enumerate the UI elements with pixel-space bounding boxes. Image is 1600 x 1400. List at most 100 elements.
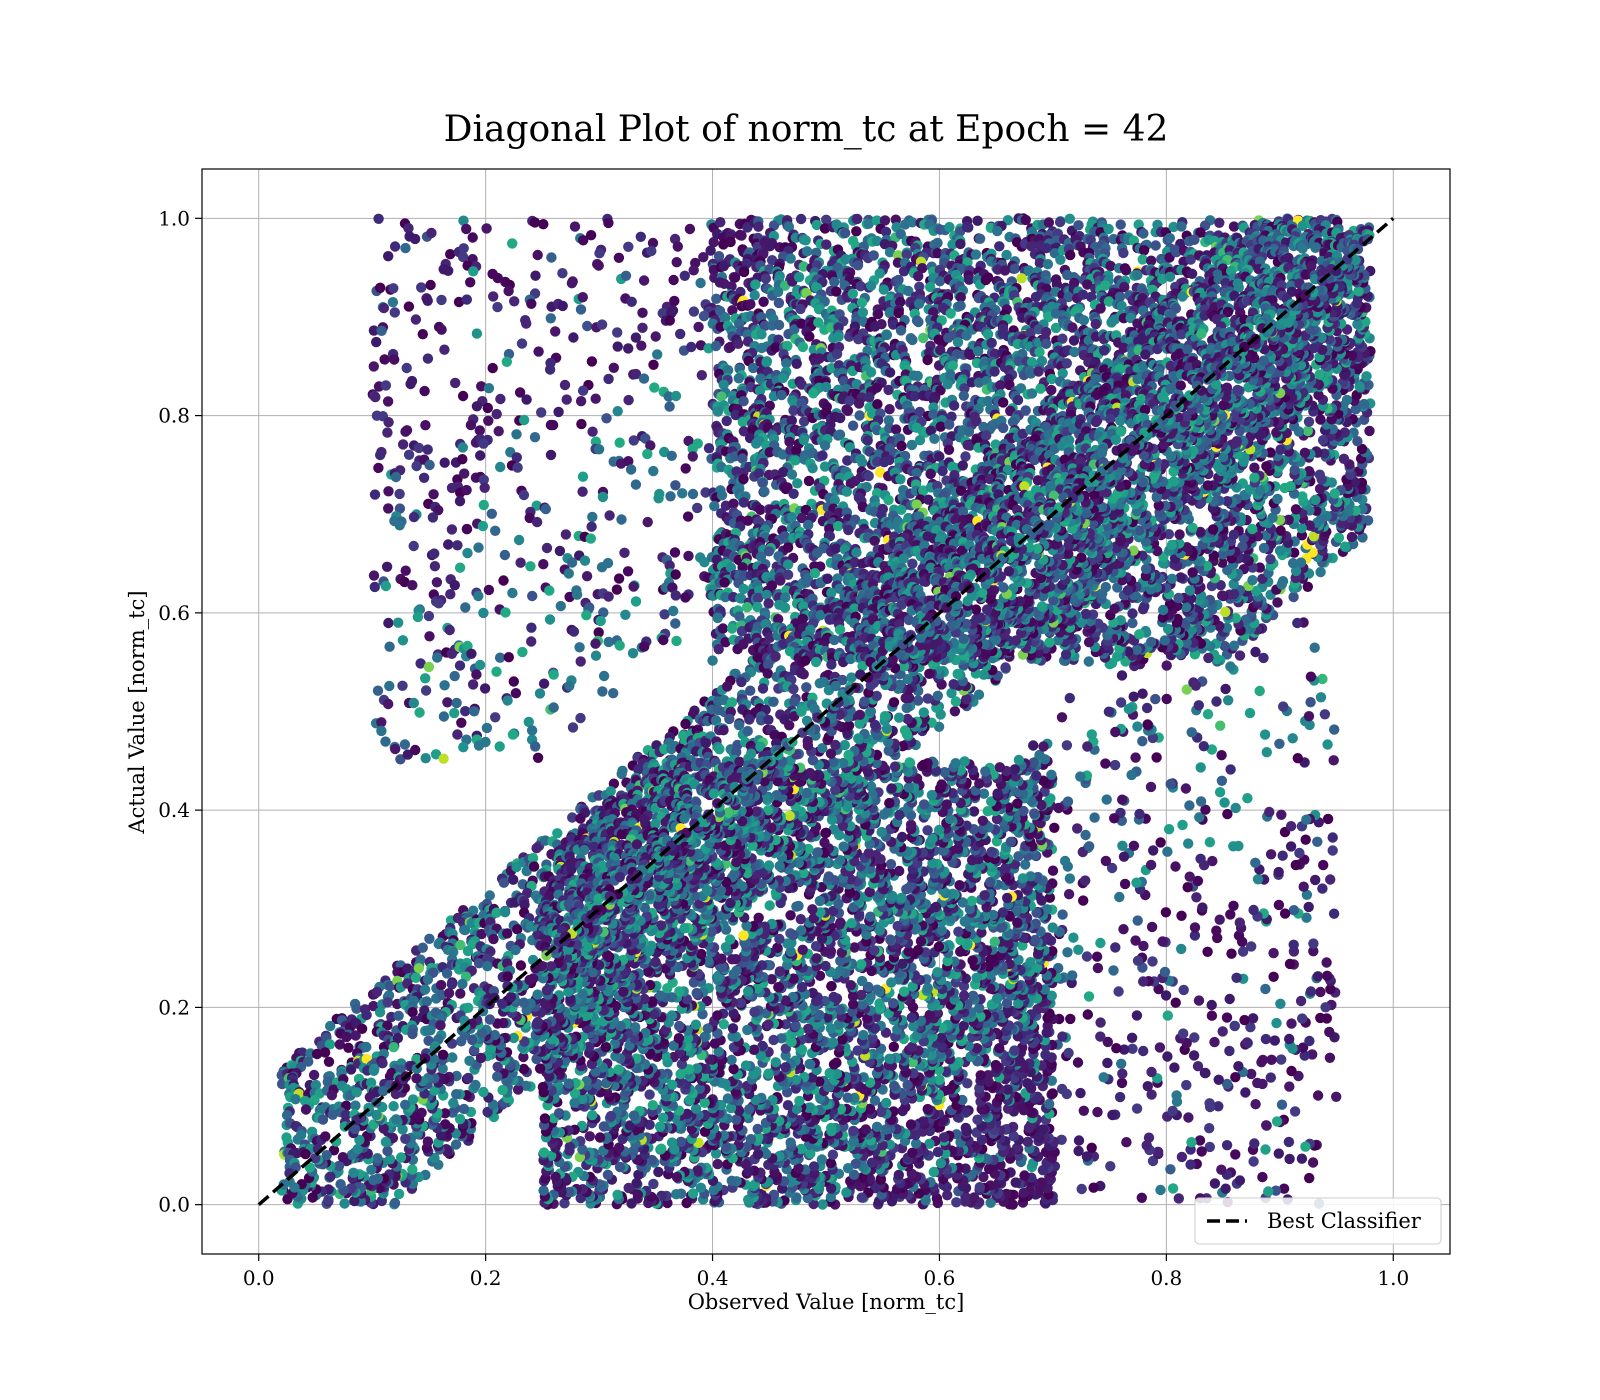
scatter-point	[795, 303, 806, 315]
scatter-point	[1088, 1182, 1099, 1193]
scatter-point	[397, 439, 409, 450]
scatter-point	[1195, 762, 1206, 773]
scatter-point	[647, 237, 659, 249]
scatter-point	[1189, 930, 1201, 941]
scatter-point	[373, 213, 384, 224]
scatter-point	[1250, 857, 1261, 868]
scatter-point	[817, 1199, 828, 1210]
scatter-point	[646, 245, 657, 257]
scatter-point	[752, 1123, 763, 1135]
scatter-point	[369, 581, 380, 593]
scatter-point	[582, 320, 593, 332]
scatter-point	[753, 221, 764, 232]
scatter-point	[1202, 946, 1213, 957]
scatter-point	[1181, 1079, 1192, 1091]
scatter-point	[670, 480, 681, 491]
scatter-point	[429, 561, 441, 572]
scatter-point	[826, 981, 837, 992]
scatter-point	[1145, 859, 1157, 871]
scatter-point	[603, 591, 614, 602]
scatter-point	[445, 589, 456, 600]
scatter-point	[1329, 724, 1340, 735]
scatter-point	[1176, 910, 1187, 921]
scatter-point	[898, 986, 910, 997]
scatter-point	[1292, 753, 1304, 764]
scatter-point	[1170, 861, 1181, 872]
scatter-point	[383, 503, 394, 514]
scatter-point	[1136, 1192, 1148, 1204]
scatter-point	[1161, 660, 1172, 671]
scatter-point	[444, 624, 455, 636]
scatter-point	[393, 617, 404, 628]
scatter-point	[426, 227, 437, 239]
scatter-point	[616, 514, 627, 525]
scatter-point	[1325, 874, 1336, 885]
scatter-point	[860, 1124, 871, 1135]
scatter-point	[422, 444, 433, 455]
scatter-point	[1276, 1054, 1287, 1065]
scatter-point	[653, 1166, 664, 1178]
scatter-point	[1276, 1099, 1288, 1110]
scatter-point	[510, 688, 522, 699]
scatter-point	[932, 237, 943, 249]
scatter-point	[586, 356, 598, 367]
scatter-point	[958, 990, 970, 1001]
scatter-point	[1143, 1132, 1155, 1143]
scatter-point	[408, 511, 420, 523]
scatter-point	[1327, 845, 1338, 856]
scatter-point	[1283, 1136, 1295, 1148]
scatter-point	[1072, 1057, 1084, 1068]
scatter-point	[1062, 796, 1074, 807]
scatter-point	[1065, 249, 1076, 261]
scatter-point	[1292, 617, 1303, 629]
scatter-point	[471, 669, 482, 680]
scatter-point	[1108, 965, 1119, 976]
chart-title: Diagonal Plot of norm_tc at Epoch = 42	[444, 109, 1169, 150]
scatter-point	[521, 318, 532, 329]
scatter-point	[1126, 1032, 1138, 1044]
scatter-point	[1121, 1137, 1132, 1148]
scatter-point	[1073, 944, 1084, 955]
scatter-point	[935, 1158, 947, 1169]
scatter-point	[1115, 697, 1127, 708]
scatter-point	[1216, 775, 1228, 786]
scatter-point	[1182, 882, 1193, 893]
scatter-point	[886, 977, 897, 988]
scatter-point	[716, 391, 727, 402]
scatter-point	[1284, 1081, 1295, 1092]
scatter-point	[1333, 532, 1345, 543]
scatter-point	[1324, 1052, 1336, 1064]
scatter-point	[1263, 1186, 1274, 1197]
scatter-point	[1047, 922, 1058, 933]
scatter-point	[1226, 948, 1237, 959]
scatter-point	[652, 349, 663, 360]
scatter-point	[979, 890, 990, 901]
scatter-point	[1219, 797, 1230, 808]
scatter-point	[1189, 922, 1201, 933]
scatter-point	[1239, 1014, 1250, 1026]
scatter-point	[939, 1132, 950, 1143]
scatter-point	[1057, 909, 1068, 920]
scatter-point	[794, 1095, 805, 1107]
scatter-point	[656, 1143, 667, 1154]
scatter-point	[382, 427, 393, 438]
scatter-point	[420, 753, 431, 764]
scatter-point	[451, 697, 462, 709]
scatter-point	[1216, 1164, 1227, 1175]
scatter-point	[1161, 693, 1172, 705]
scatter-point	[1165, 778, 1176, 790]
scatter-point	[1269, 1035, 1281, 1046]
scatter-point	[518, 414, 530, 426]
scatter-point	[1241, 1037, 1253, 1048]
scatter-point	[581, 610, 592, 621]
scatter-point	[1234, 650, 1246, 661]
scatter-point	[612, 341, 623, 352]
scatter-point	[1031, 770, 1042, 781]
scatter-point	[905, 1119, 917, 1130]
scatter-point	[842, 405, 854, 416]
scatter-point	[955, 238, 966, 250]
scatter-point	[1264, 806, 1275, 818]
scatter-point	[1203, 652, 1214, 664]
scatter-point	[1095, 937, 1106, 949]
scatter-point	[603, 373, 614, 385]
